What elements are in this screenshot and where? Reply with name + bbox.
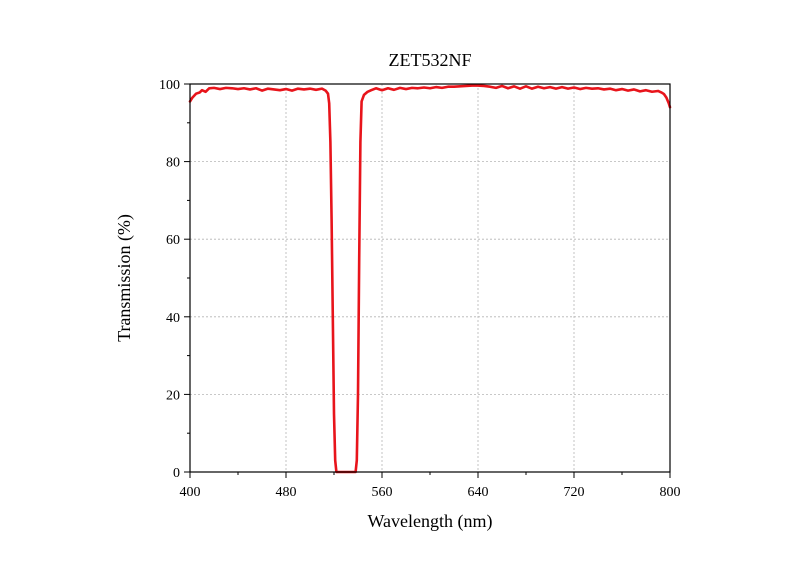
y-axis-title: Transmission (%): [114, 214, 135, 342]
tick-labels: 400 480 560 640 720 800 0 20 40 60 80 100: [159, 78, 681, 500]
y-tick-label: 80: [166, 156, 180, 171]
y-tick-label: 0: [173, 466, 180, 481]
x-tick-label: 800: [660, 485, 681, 500]
series-line: [188, 84, 672, 474]
chart-title: ZET532NF: [389, 50, 472, 70]
grid-lines: [190, 84, 670, 472]
x-tick-label: 640: [468, 485, 489, 500]
x-tick-label: 400: [180, 485, 201, 500]
y-tick-label: 20: [166, 388, 180, 403]
x-tick-label: 480: [276, 485, 297, 500]
x-tick-label: 560: [372, 485, 393, 500]
y-tick-label: 40: [166, 311, 180, 326]
y-tick-label: 60: [166, 233, 180, 248]
y-tick-label: 100: [159, 78, 180, 93]
plot-frame: [189, 83, 671, 473]
x-axis-title: Wavelength (nm): [367, 511, 492, 532]
series-layer: [188, 84, 672, 474]
axis-ticks: [184, 83, 671, 478]
x-tick-label: 720: [564, 485, 585, 500]
